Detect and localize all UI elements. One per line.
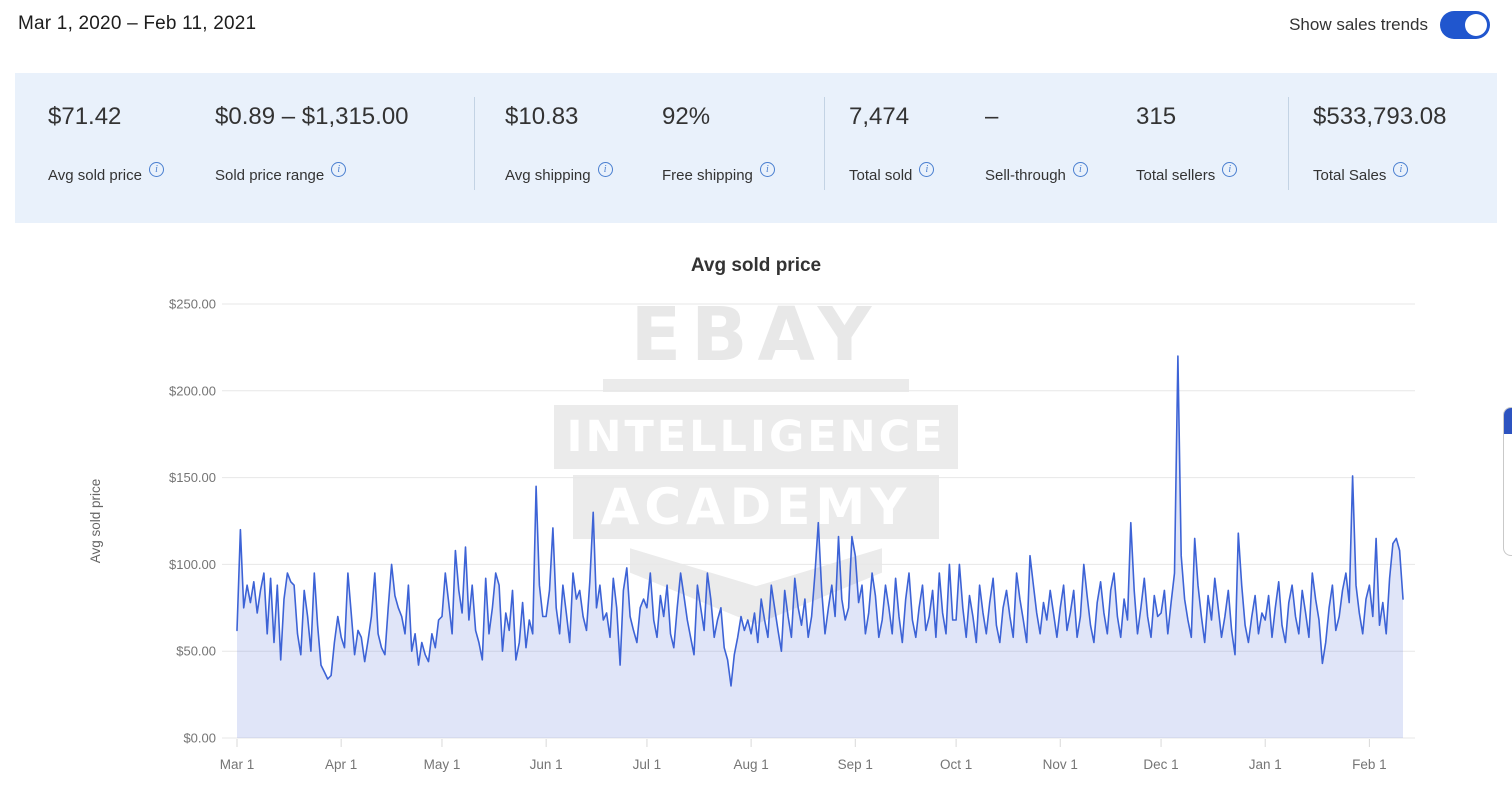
svg-text:Jun 1: Jun 1: [530, 757, 563, 772]
svg-text:Apr 1: Apr 1: [325, 757, 357, 772]
watermark-ebay-logo: EBAY: [630, 292, 882, 378]
info-icon[interactable]: i: [1222, 162, 1238, 177]
chart-title: Avg sold price: [690, 255, 822, 276]
stat-label: Total sellers: [1136, 167, 1216, 184]
header: Mar 1, 2020 – Feb 11, 2021 Show sales tr…: [0, 0, 1512, 58]
stat-value: 92%: [662, 103, 711, 130]
svg-text:$150.00: $150.00: [169, 470, 216, 485]
sales-trends-toggle[interactable]: [1440, 11, 1490, 39]
stat-label: Total sold: [849, 167, 913, 184]
svg-text:May 1: May 1: [424, 757, 461, 772]
svg-text:Feb 1: Feb 1: [1352, 757, 1387, 772]
stat-label: Sell-through: [985, 167, 1066, 184]
stat-label: Free shipping: [662, 167, 753, 184]
stat-label: Avg sold price: [48, 167, 142, 184]
watermark-shield-chevron: [630, 548, 882, 625]
svg-text:Nov 1: Nov 1: [1043, 757, 1078, 772]
stat-value: 315: [1136, 103, 1177, 130]
stat-total-sold: 7,474 Total sold i: [824, 73, 985, 223]
stat-value: 7,474: [849, 103, 910, 130]
svg-text:Jan 1: Jan 1: [1249, 757, 1282, 772]
stats-bar: $71.42 Avg sold price i $0.89 – $1,315.00…: [15, 73, 1497, 223]
stat-value: $10.83: [505, 103, 579, 130]
info-icon[interactable]: i: [597, 162, 613, 177]
info-icon[interactable]: i: [1393, 162, 1409, 177]
stat-total-sales: $533,793.08 Total Sales i: [1288, 73, 1497, 223]
stat-value: $0.89 – $1,315.00: [215, 103, 409, 130]
svg-text:Aug 1: Aug 1: [733, 757, 768, 772]
svg-text:Sep 1: Sep 1: [838, 757, 873, 772]
svg-text:$0.00: $0.00: [183, 731, 216, 746]
date-range: Mar 1, 2020 – Feb 11, 2021: [18, 13, 257, 34]
sales-trends-toggle-row: Show sales trends: [1289, 11, 1490, 39]
svg-text:$200.00: $200.00: [169, 383, 216, 398]
stat-label: Total Sales: [1313, 167, 1387, 184]
stat-value: $533,793.08: [1313, 103, 1447, 130]
stat-sold-price-range: $0.89 – $1,315.00 Sold price range i: [215, 73, 474, 223]
info-icon[interactable]: i: [331, 162, 347, 177]
clipped-side-widget[interactable]: [1503, 407, 1512, 556]
info-icon[interactable]: i: [919, 162, 935, 177]
toggle-label: Show sales trends: [1289, 15, 1428, 34]
stat-sell-through: – Sell-through i: [985, 73, 1136, 223]
stat-avg-shipping: $10.83 Avg shipping i: [474, 73, 662, 223]
svg-text:Oct 1: Oct 1: [940, 757, 972, 772]
toggle-knob: [1465, 14, 1487, 36]
stat-avg-sold-price: $71.42 Avg sold price i: [15, 73, 215, 223]
stat-value: –: [985, 103, 999, 130]
info-icon[interactable]: i: [759, 162, 775, 177]
ebay-intelligence-academy-watermark: EBAY INTELLIGENCE ACADEMY: [526, 292, 986, 625]
stat-total-sellers: 315 Total sellers i: [1136, 73, 1288, 223]
clipped-side-widget-header: [1504, 408, 1512, 434]
svg-text:Avg sold price: Avg sold price: [88, 479, 103, 564]
watermark-intelligence: INTELLIGENCE: [554, 405, 958, 470]
stat-value: $71.42: [48, 103, 122, 130]
stat-label: Sold price range: [215, 167, 325, 184]
svg-text:$250.00: $250.00: [169, 297, 216, 312]
info-icon[interactable]: i: [148, 162, 164, 177]
svg-text:Jul 1: Jul 1: [633, 757, 662, 772]
svg-text:Dec 1: Dec 1: [1143, 757, 1178, 772]
svg-text:Mar 1: Mar 1: [220, 757, 255, 772]
svg-text:$50.00: $50.00: [176, 644, 216, 659]
svg-text:$100.00: $100.00: [169, 557, 216, 572]
info-icon[interactable]: i: [1072, 162, 1088, 177]
watermark-academy: ACADEMY: [572, 475, 940, 540]
stat-free-shipping: 92% Free shipping i: [662, 73, 824, 223]
stat-label: Avg shipping: [505, 167, 591, 184]
watermark-bar: [603, 379, 909, 393]
